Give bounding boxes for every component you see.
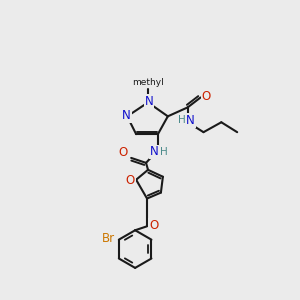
Text: N: N: [186, 114, 195, 127]
Text: Br: Br: [102, 232, 116, 245]
Text: N: N: [145, 95, 153, 108]
Text: O: O: [126, 174, 135, 187]
Text: H: H: [160, 147, 168, 157]
Text: N: N: [150, 146, 158, 158]
Text: O: O: [118, 146, 128, 160]
Text: N: N: [122, 109, 130, 122]
Text: O: O: [202, 90, 211, 103]
Text: O: O: [149, 219, 159, 232]
Text: methyl: methyl: [132, 78, 164, 87]
Text: H: H: [178, 115, 186, 125]
